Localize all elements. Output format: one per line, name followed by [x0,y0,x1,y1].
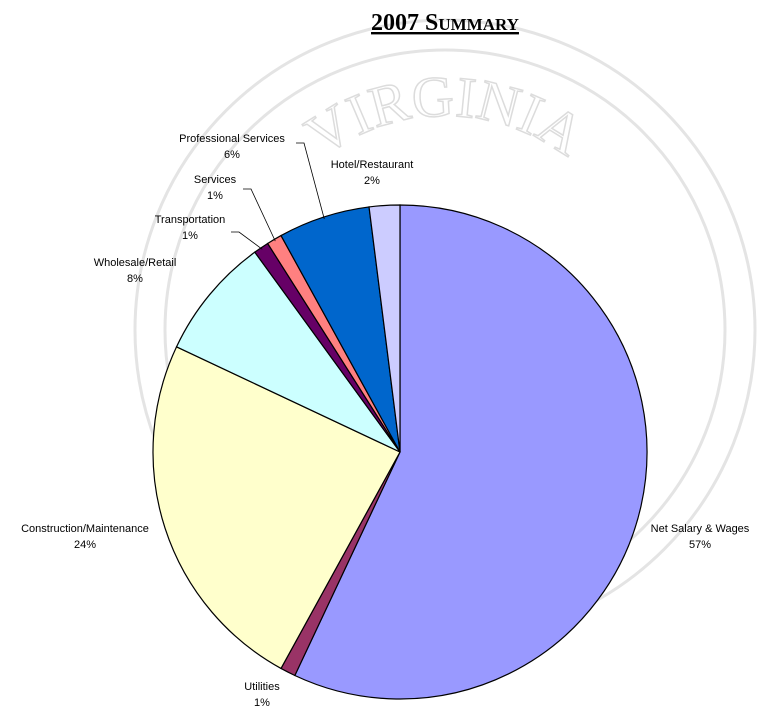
leader-line [296,142,325,220]
slice-label: Wholesale/Retail [94,257,177,269]
slice-value-label: 1% [207,190,223,202]
slice-label: Net Salary & Wages [651,523,750,535]
slice-value-label: 57% [689,539,711,551]
slice-label: Transportation [155,214,226,226]
watermark-text: VIRGINIA [294,63,596,168]
slice-value-label: 1% [182,230,198,242]
leader-line [231,231,263,250]
leader-line [243,188,276,242]
slice-value-label: 1% [254,697,270,709]
slice-label: Construction/Maintenance [21,523,149,535]
labels: Net Salary & Wages 57% Utilities 1% Construc… [21,133,750,709]
slice-label: Professional Services [179,133,285,145]
chart-title: 2007 Summary [371,10,519,36]
pie-slice [175,251,401,453]
slice-value-label: 2% [364,175,380,187]
watermark-text-path: VIRGINIA [293,62,596,169]
slice-value-label: 24% [74,539,96,551]
slice-label: Services [194,174,237,186]
pie [152,204,648,700]
slice-value-label: 6% [224,149,240,161]
slice-value-label: 8% [127,273,143,285]
pie-slice [368,204,401,453]
pie-slice [152,346,401,670]
slice-label: Hotel/Restaurant [331,159,414,171]
pie-slice [294,204,648,700]
slice-label: Utilities [244,681,280,693]
